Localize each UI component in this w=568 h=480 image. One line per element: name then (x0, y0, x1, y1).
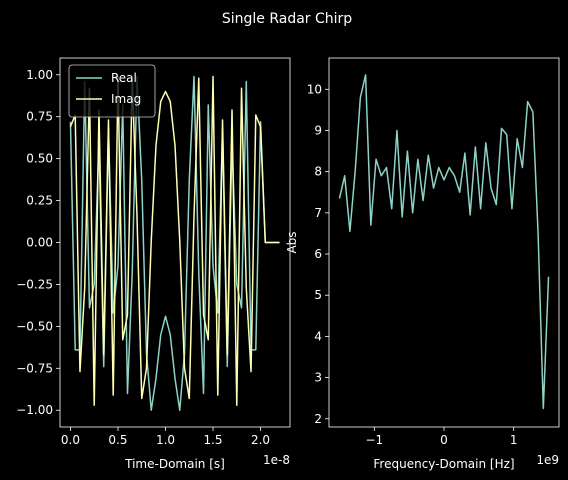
x-axis-label: Frequency-Domain [Hz] (373, 457, 514, 471)
y-tick-label: 6 (314, 247, 322, 261)
y-tick-label: −0.75 (16, 361, 53, 375)
x-offset-label: 1e9 (536, 453, 559, 467)
y-tick-label: 3 (314, 371, 322, 385)
y-tick-label: 10 (307, 82, 322, 96)
x-offset-label: 1e-8 (263, 453, 290, 467)
x-tick-label: 0 (440, 433, 448, 447)
legend-label: Imag (111, 92, 141, 106)
x-tick-label: 2.0 (251, 433, 270, 447)
y-tick-label: 1.00 (26, 68, 53, 82)
y-tick-label: 0.75 (26, 110, 53, 124)
data-line (338, 74, 550, 410)
x-tick-label: 0.5 (108, 433, 127, 447)
y-tick-label: 0.50 (26, 152, 53, 166)
x-tick-label: 0.0 (61, 433, 80, 447)
x-tick-label: 1 (510, 433, 518, 447)
x-tick-label: 1.0 (156, 433, 175, 447)
x-axis-label: Time-Domain [s] (124, 457, 225, 471)
y-tick-label: −1.00 (16, 403, 53, 417)
y-tick-label: −0.50 (16, 319, 53, 333)
figure-title: Single Radar Chirp (222, 11, 352, 27)
y-tick-label: 5 (314, 288, 322, 302)
x-tick-label: −1 (365, 433, 383, 447)
data-line (69, 75, 280, 406)
y-tick-label: 4 (314, 329, 322, 343)
legend-label: Real (111, 71, 137, 85)
y-tick-label: 2 (314, 412, 322, 426)
y-tick-label: −0.25 (16, 277, 53, 291)
y-axis-label: Abs (285, 231, 299, 253)
y-tick-label: 0.00 (26, 236, 53, 250)
y-tick-label: 8 (314, 165, 322, 179)
y-tick-label: 7 (314, 206, 322, 220)
y-tick-label: 9 (314, 123, 322, 137)
x-tick-label: 1.5 (203, 433, 222, 447)
y-tick-label: 0.25 (26, 194, 53, 208)
